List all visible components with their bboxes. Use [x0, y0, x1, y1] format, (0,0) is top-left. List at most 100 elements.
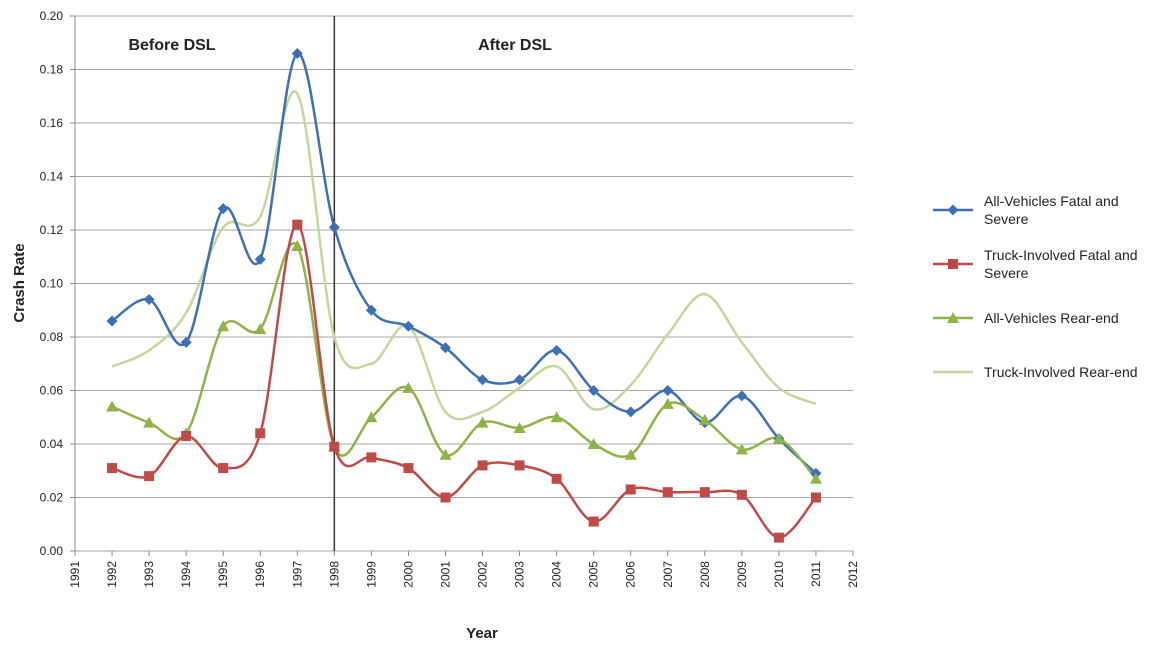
marker [625, 406, 637, 418]
marker [403, 463, 414, 474]
annotation: After DSL [478, 37, 552, 54]
marker [365, 411, 378, 423]
x-tick-label: 1994 [179, 561, 193, 588]
x-tick-label: 2001 [438, 561, 452, 588]
marker [144, 471, 155, 482]
marker [550, 411, 563, 423]
marker [217, 320, 230, 332]
marker [143, 416, 156, 428]
marker [254, 253, 266, 265]
legend-label: Truck-Involved Fatal and Severe [984, 247, 1138, 281]
x-tick-label: 2006 [624, 561, 638, 588]
marker [698, 413, 711, 425]
marker [440, 492, 451, 503]
legend-item: Truck-Involved Rear-end [930, 345, 1155, 399]
x-tick-label: 2008 [698, 561, 712, 588]
x-tick-label: 1998 [327, 561, 341, 588]
legend-swatch [933, 312, 973, 323]
legend-label: Truck-Involved Rear-end [984, 364, 1138, 380]
series-line [111, 90, 817, 421]
legend-label: All-Vehicles Rear-end [984, 310, 1119, 326]
marker [588, 516, 599, 527]
marker [809, 472, 822, 484]
marker [662, 385, 674, 396]
marker [439, 448, 452, 460]
x-tick-label: 2004 [550, 561, 564, 588]
marker [106, 315, 118, 327]
marker [514, 374, 526, 386]
marker [551, 473, 562, 484]
marker [514, 460, 525, 471]
legend-swatch [933, 370, 973, 374]
marker [699, 487, 710, 498]
y-tick-label: 0.06 [40, 384, 64, 398]
marker [291, 47, 303, 59]
marker [402, 381, 415, 393]
marker [625, 484, 636, 495]
marker [254, 322, 267, 334]
marker [587, 438, 600, 449]
marker [328, 221, 340, 233]
series-line [111, 223, 817, 539]
marker [292, 219, 303, 230]
x-tick-label: 1997 [290, 561, 304, 588]
marker [255, 428, 266, 439]
chart: Crash Rate Year Before DSL After DSL 0.0… [11, 9, 860, 642]
legend-marker [948, 259, 958, 269]
marker [735, 443, 748, 455]
x-tick-label: 2003 [513, 561, 527, 588]
legend-item: All-Vehicles Rear-end [930, 291, 1155, 345]
legend-swatch [933, 259, 973, 269]
marker [402, 320, 414, 332]
y-tick-label: 0.20 [40, 9, 64, 23]
y-tick-label: 0.18 [40, 63, 64, 77]
marker [291, 240, 304, 252]
y-tick-label: 0.08 [40, 330, 64, 344]
marker [106, 400, 119, 412]
marker [107, 463, 118, 474]
marker [772, 432, 785, 444]
marker [661, 397, 674, 409]
annotation: Before DSL [128, 37, 215, 54]
x-tick-label: 1995 [216, 561, 230, 588]
marker [477, 374, 489, 386]
x-tick-label: 1996 [253, 561, 267, 588]
x-tick-label: 1991 [68, 561, 82, 588]
legend: All-Vehicles Fatal and Severe Truck-Invol… [930, 183, 1155, 399]
marker [624, 448, 637, 460]
marker [366, 452, 377, 463]
marker [218, 463, 229, 474]
marker [217, 203, 229, 215]
series-line [111, 242, 817, 480]
x-tick-label: 2009 [735, 561, 749, 588]
y-tick-label: 0.00 [40, 544, 64, 558]
y-tick-label: 0.14 [40, 170, 64, 184]
x-tick-label: 2000 [401, 561, 415, 588]
y-axis-title: Crash Rate [11, 243, 28, 322]
x-tick-label: 2012 [846, 561, 860, 588]
marker [588, 385, 600, 396]
x-tick-label: 2011 [809, 561, 823, 587]
marker [513, 421, 526, 433]
x-tick-label: 1993 [142, 561, 156, 588]
marker [476, 416, 489, 428]
x-tick-label: 1999 [364, 561, 378, 588]
marker [736, 390, 748, 402]
marker [365, 304, 377, 316]
legend-marker [947, 312, 959, 323]
series-line [111, 52, 817, 475]
marker [143, 294, 155, 306]
x-tick-label: 2010 [772, 561, 786, 588]
x-axis-title: Year [466, 625, 498, 642]
marker [329, 441, 340, 452]
marker [736, 489, 747, 500]
legend-item: Truck-Involved Fatal and Severe [930, 237, 1155, 291]
y-tick-label: 0.02 [40, 491, 64, 505]
y-tick-label: 0.16 [40, 116, 64, 130]
y-tick-label: 0.12 [40, 223, 64, 237]
marker [662, 487, 673, 498]
legend-item: All-Vehicles Fatal and Severe [930, 183, 1155, 237]
marker [181, 430, 192, 441]
x-tick-label: 1992 [105, 561, 119, 588]
